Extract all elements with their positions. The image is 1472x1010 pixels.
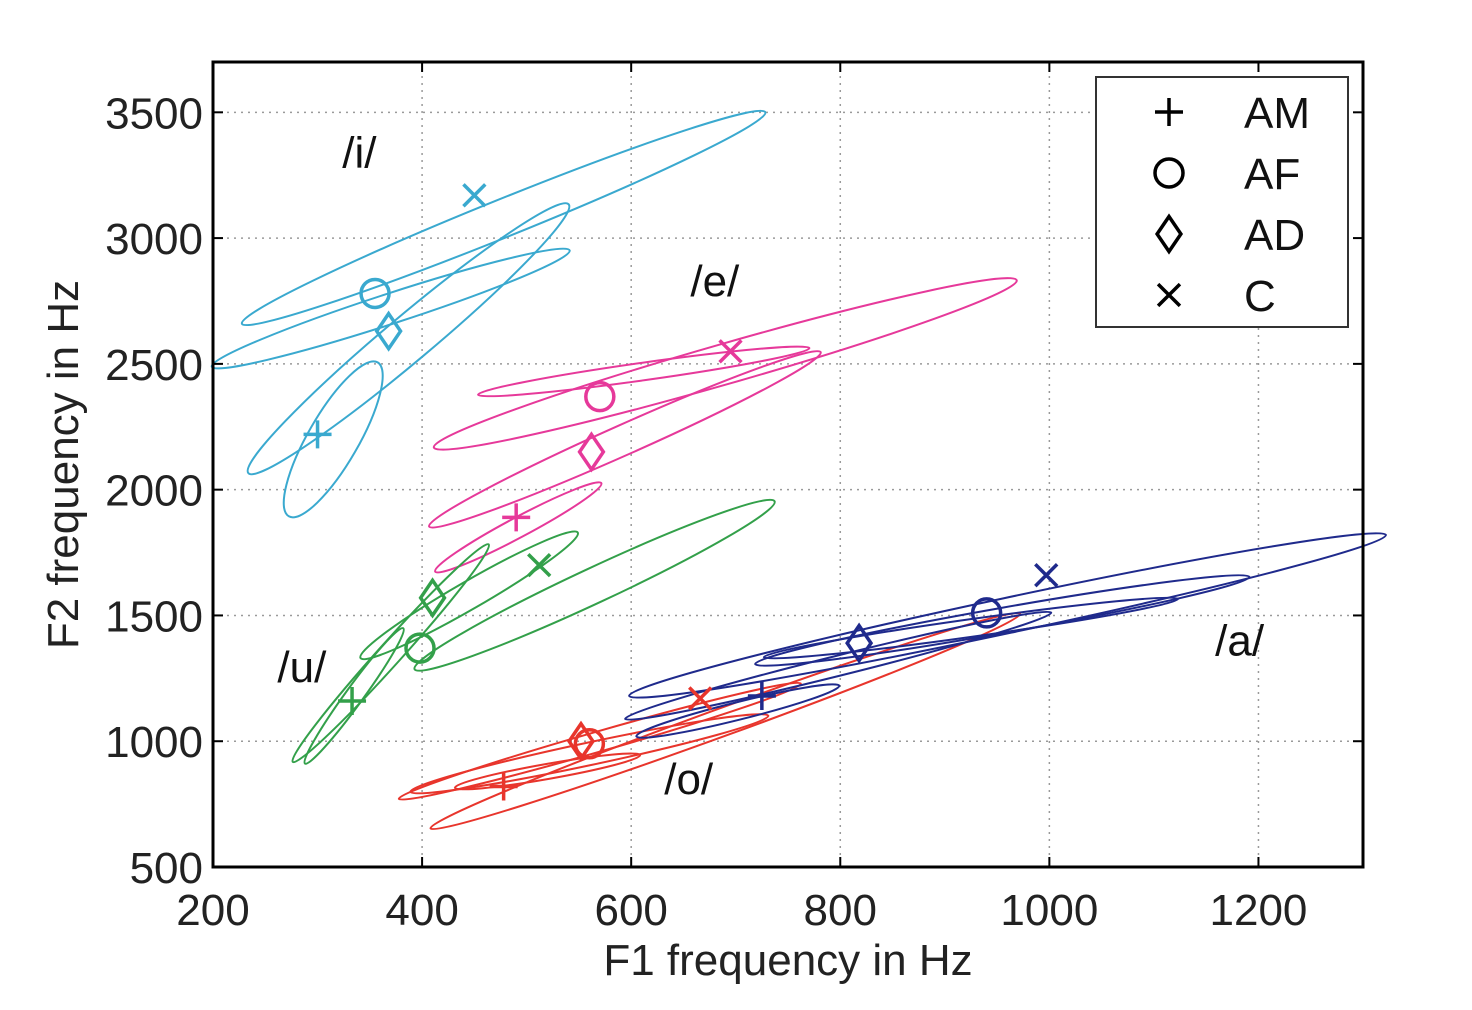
legend: AM AF AD C [1095, 76, 1349, 328]
confidence-ellipse [246, 202, 571, 476]
confidence-ellipse [429, 612, 1022, 831]
confidence-ellipse [240, 109, 767, 327]
confidence-ellipse [754, 574, 1251, 667]
vowel-label: /u/ [277, 643, 327, 692]
marker-af [573, 727, 606, 760]
confidence-ellipse [635, 683, 841, 739]
vowel-label: /a/ [1215, 617, 1265, 666]
marker-am [489, 772, 518, 801]
marker-af [970, 597, 1003, 629]
marker-am [747, 681, 776, 710]
y-tick-label: 1500 [105, 592, 203, 641]
confidence-ellipse [477, 345, 811, 398]
x-tick-label: 400 [385, 886, 458, 935]
marker-ad [374, 310, 403, 352]
legend-box [1095, 76, 1349, 328]
marker-af [359, 277, 391, 310]
vowel-label: /i/ [342, 129, 377, 178]
confidence-ellipse [413, 498, 776, 672]
x-tick-label: 600 [594, 886, 667, 935]
confidence-ellipse [428, 350, 822, 529]
marker-c [688, 686, 713, 711]
x-tick-label: 1000 [1000, 886, 1098, 935]
y-tick-label: 2000 [105, 467, 203, 516]
y-tick-label: 1000 [105, 718, 203, 767]
legend-marker-ad [1154, 213, 1184, 255]
x-tick-label: 1200 [1210, 886, 1308, 935]
marker-c [527, 552, 552, 578]
y-tick-label: 2500 [105, 341, 203, 390]
legend-label: C [1244, 272, 1276, 321]
y-tick-label: 500 [130, 844, 203, 893]
marker-am [502, 503, 531, 532]
ellipses [210, 109, 1387, 831]
legend-marker-c [1156, 282, 1182, 308]
confidence-ellipse [434, 481, 603, 574]
confidence-ellipse [628, 532, 1387, 699]
vowel-label: /o/ [664, 755, 714, 804]
axis-ticks [212, 62, 1363, 868]
y-tick-label: 3500 [105, 89, 203, 138]
confidence-ellipse [762, 596, 1180, 660]
legend-label: AM [1244, 89, 1310, 138]
confidence-ellipse [359, 530, 580, 661]
confidence-ellipse [453, 752, 642, 791]
vowel-label: /e/ [690, 257, 740, 306]
marker-ad [845, 622, 874, 664]
marker-af [404, 632, 436, 664]
x-axis-label: F1 frequency in Hz [603, 936, 972, 985]
marker-ad [566, 720, 596, 762]
marker-am [303, 420, 332, 449]
x-tick-label: 800 [804, 886, 877, 935]
vowel-labels: /i/ /e/ /u/ /o/ /a/ [277, 129, 1264, 804]
markers [303, 183, 1059, 801]
y-axis-label: F2 frequency in Hz [39, 280, 88, 649]
marker-c [1034, 563, 1059, 588]
marker-af [584, 380, 616, 413]
marker-c [718, 339, 743, 364]
y-tick-label: 3000 [105, 215, 203, 264]
legend-label: AF [1244, 150, 1300, 199]
legend-marker-am [1155, 98, 1183, 126]
plot-frame [211, 60, 1365, 869]
marker-c [462, 183, 487, 208]
confidence-ellipse [291, 543, 491, 764]
confidence-ellipse [282, 360, 384, 519]
marker-ad [418, 577, 447, 619]
x-tick-label: 200 [176, 886, 249, 935]
confidence-ellipse [210, 247, 571, 370]
grid [213, 62, 1363, 867]
confidence-ellipse [624, 610, 1053, 721]
confidence-ellipse [432, 277, 1018, 451]
legend-marker-af [1153, 157, 1185, 189]
tick-labels: 200 400 600 800 1000 1200 500 1000 1500 2000 2500 3… [105, 89, 1307, 935]
marker-am [338, 686, 367, 715]
legend-label: AD [1244, 211, 1305, 260]
marker-ad [577, 431, 606, 473]
